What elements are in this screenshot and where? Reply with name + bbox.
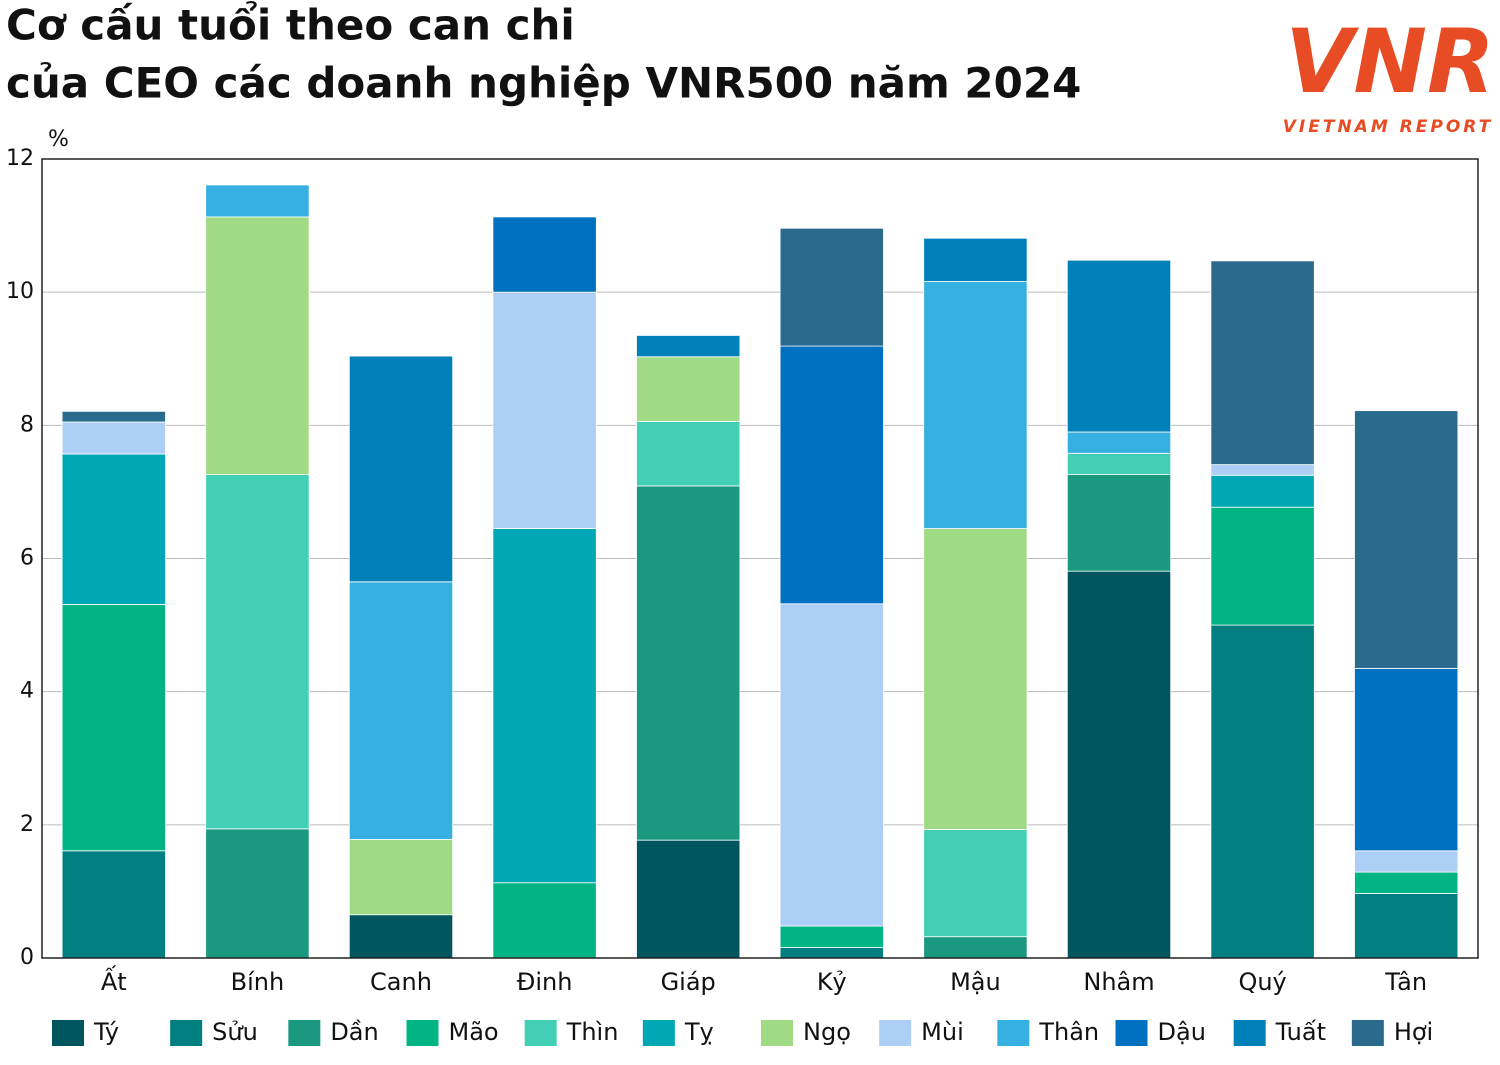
legend-swatch [1115, 1020, 1148, 1046]
legend-swatch [1351, 1020, 1384, 1046]
legend-label: Dậu [1158, 1018, 1206, 1046]
bar-segment [348, 914, 454, 959]
legend-swatch [406, 1020, 439, 1046]
bar-segment [923, 281, 1028, 529]
bar-segment [1066, 570, 1172, 959]
bar-segment [205, 216, 310, 476]
bar-segment [779, 603, 884, 927]
bar-segment [492, 216, 597, 293]
legend-label: Mão [449, 1018, 499, 1046]
bar-segment [1066, 452, 1172, 476]
bar-segment [1210, 624, 1315, 959]
x-tick-label: Ất [101, 964, 127, 996]
x-tick-label: Nhâm [1083, 968, 1154, 996]
bar-segment [1066, 431, 1172, 454]
legend-swatch [879, 1020, 912, 1046]
legend-swatch [761, 1020, 793, 1046]
legend-swatch [997, 1020, 1030, 1046]
bar-segment [348, 355, 454, 583]
bar-segment [1210, 474, 1315, 508]
bar-segment [492, 882, 597, 959]
legend-label: Thân [1038, 1018, 1099, 1046]
bar-segment [1066, 259, 1172, 433]
y-tick-label: 12 [6, 146, 34, 171]
bar-segment [779, 227, 884, 347]
bar-segment [1354, 850, 1459, 873]
y-unit: % [48, 127, 69, 152]
y-tick-label: 6 [20, 546, 34, 571]
y-tick-label: 8 [20, 412, 34, 437]
legend-label: Tý [93, 1018, 119, 1046]
chart-title: Cơ cấu tuổi theo can chi [6, 0, 575, 50]
bar-segment [1354, 893, 1459, 959]
x-tick-label: Tân [1384, 968, 1427, 996]
x-tick-label: Bính [231, 968, 285, 996]
bar-segment [779, 925, 884, 948]
bar-segment [1210, 464, 1315, 476]
bar-segment [61, 421, 166, 455]
bar-segment [348, 839, 454, 916]
legend-swatch [1233, 1020, 1266, 1046]
x-tick-label: Mậu [950, 968, 1001, 996]
legend-label: Tỵ [684, 1018, 714, 1046]
bar-segment [205, 474, 310, 830]
legend-swatch [170, 1020, 203, 1046]
legend-swatch [52, 1020, 84, 1046]
y-tick-label: 0 [20, 945, 34, 970]
bar-segment [61, 604, 166, 852]
bar-segment [205, 828, 310, 959]
x-tick-label: Kỷ [817, 968, 847, 996]
bar-segment [636, 839, 741, 959]
bar-segment [492, 528, 597, 884]
bar-segment [779, 345, 884, 605]
legend-label: Hợi [1394, 1018, 1433, 1046]
y-tick-label: 10 [6, 279, 34, 304]
logo-mark: VNR [1285, 10, 1495, 113]
bar-segment [1210, 260, 1315, 466]
legend-swatch [642, 1020, 675, 1046]
bar-segment [61, 410, 166, 423]
bar-segment [923, 829, 1028, 938]
bar-segment [205, 184, 310, 218]
bar-segment [348, 581, 454, 840]
legend-label: Mùi [921, 1018, 964, 1046]
legend-label: Dần [330, 1018, 378, 1046]
bar-segment [61, 850, 166, 959]
bar-segment [1354, 410, 1459, 669]
bar-segment [923, 936, 1028, 959]
chart-title: của CEO các doanh nghiệp VNR500 năm 2024 [6, 59, 1081, 108]
x-tick-label: Giáp [661, 968, 716, 996]
bar-segment [636, 420, 741, 487]
y-tick-label: 4 [20, 679, 34, 704]
bar-segment [1066, 474, 1172, 572]
bar-segment [923, 528, 1028, 830]
bar-segment [1210, 506, 1315, 626]
legend-label: Tuất [1275, 1018, 1326, 1046]
bar-segment [923, 237, 1028, 282]
bar-segment [636, 356, 741, 422]
x-tick-label: Quý [1238, 968, 1286, 996]
bar-segment [61, 453, 166, 605]
legend-label: Ngọ [803, 1018, 851, 1046]
bar-segment [492, 291, 597, 529]
bar-segment [636, 335, 741, 358]
legend-swatch [288, 1020, 321, 1046]
legend-label: Sửu [212, 1018, 258, 1046]
bar-segment [1354, 667, 1459, 852]
x-tick-label: Đinh [517, 968, 573, 996]
legend-swatch [524, 1020, 557, 1046]
bar-segment [779, 946, 884, 959]
legend-label: Thìn [566, 1018, 619, 1046]
logo-text: VIETNAM REPORT [1283, 117, 1493, 137]
plot-frame [41, 158, 1479, 959]
y-tick-label: 2 [20, 812, 34, 837]
x-tick-label: Canh [370, 968, 432, 996]
bar-segment [1354, 871, 1459, 894]
bar-segment [636, 485, 741, 841]
